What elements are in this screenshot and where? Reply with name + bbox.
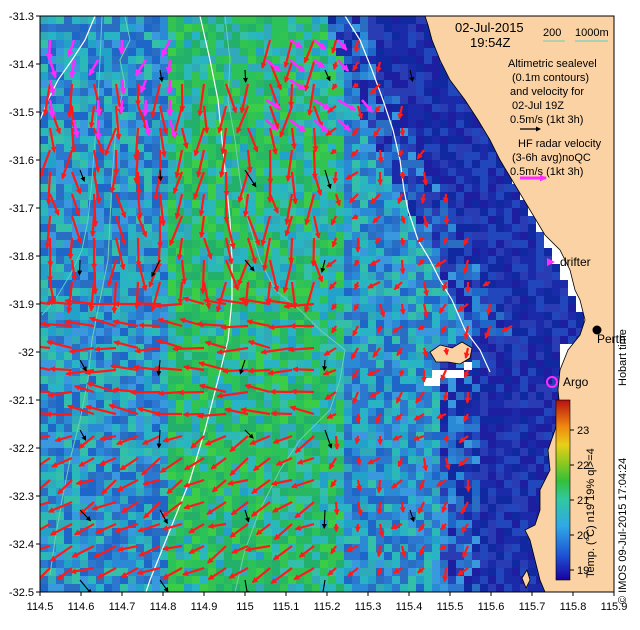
x-tick-label: 114.8 (150, 601, 177, 613)
colorbar-label: Temp. (°C) n19 19% ql>=4 (585, 448, 597, 578)
y-tick-label: -31.5 (9, 107, 34, 119)
radar-arrows-highlight (45, 38, 374, 141)
colorbar-tick-label: 22 (577, 460, 589, 472)
colorbar (555, 399, 571, 581)
altimetry-legend-2: (0.1m contours) (512, 72, 589, 84)
x-tick-label: 114.9 (191, 601, 218, 613)
colorbar-tick-label: 23 (577, 425, 589, 437)
drifter-marker-icon (547, 258, 555, 266)
hf-radar-arrows (40, 39, 513, 585)
perth-marker (592, 325, 602, 335)
colorbar-ticks: 19 20 21 22 23 (570, 425, 589, 577)
y-tick-label: -31.7 (9, 203, 34, 215)
land-garden-island (521, 569, 531, 589)
colorbar-tick-label: 21 (577, 495, 589, 507)
y-tick-label: -32.3 (9, 491, 34, 503)
x-tick-label: 114.6 (68, 601, 95, 613)
y-tick-label: -31.8 (9, 251, 34, 263)
y-tick-label: -31.6 (9, 155, 34, 167)
colorbar-tick-label: 20 (577, 530, 589, 542)
radar-legend-2: (3-6h avg)noQC (512, 152, 591, 164)
x-tick-label: 115.1 (273, 601, 300, 613)
x-tick-label: 115.5 (437, 601, 464, 613)
depth-contour-200-b (224, 16, 346, 592)
y-tick-label: -32.4 (9, 539, 34, 551)
x-tick-label: 115.2 (314, 601, 341, 613)
depth-contours (41, 16, 346, 592)
perth-label: Perth (597, 332, 626, 346)
x-tick-label: 114.7 (109, 601, 136, 613)
x-tick-label: 115.3 (355, 601, 382, 613)
y-tick-label: -32.5 (9, 587, 34, 599)
sealevel-contour-2 (145, 16, 233, 592)
y-tick-label: -32 (18, 347, 34, 359)
colorbar-tick-label: 19 (577, 565, 589, 577)
y-axis: -31.3 -31.4 -31.5 -31.6 -31.7 -31.8 -31.9 -32 -3… (9, 11, 40, 599)
imos-credit: © IMOS 09-Jul-2015 17:04:24 (617, 458, 629, 604)
drifter-label: drifter (560, 255, 591, 269)
depth-contour-1000 (41, 16, 103, 316)
x-axis: 114.5 114.6 114.7 114.8 114.9 115 115.1 115.2 11… (27, 592, 628, 613)
y-tick-label: -32.1 (9, 395, 34, 407)
land-rottnest-island (429, 341, 473, 365)
x-tick-label: 114.5 (27, 601, 54, 613)
x-tick-label: 115.4 (396, 601, 423, 613)
depth-contour-200-a (49, 16, 131, 576)
y-tick-label: -31.4 (9, 59, 34, 71)
x-tick-label: 115.6 (478, 601, 505, 613)
x-tick-label: 115.8 (560, 601, 587, 613)
y-tick-label: -31.3 (9, 11, 34, 23)
x-tick-label: 115.9 (601, 601, 628, 613)
map-date: 02-Jul-2015 (455, 20, 524, 35)
hobart-time-label: Hobart time (617, 329, 629, 386)
radar-legend-3: 0.5m/s (1kt 3h) (510, 166, 583, 178)
altimetry-arrows (77, 69, 415, 592)
map-time: 19:54Z (470, 35, 511, 50)
x-tick-label: 115 (236, 601, 254, 613)
sealevel-contour-3 (344, 16, 491, 373)
x-tick-label: 115.7 (519, 601, 546, 613)
argo-label: Argo (563, 375, 589, 389)
depth-1000-legend: 1000m (575, 27, 609, 39)
radar-legend-1: HF radar velocity (518, 138, 602, 150)
altimetry-legend-3: and velocity for (510, 86, 584, 98)
altimetry-legend-4: 02-Jul 19Z (512, 100, 564, 112)
altimetry-legend-5: 0.5m/s (1kt 3h) (510, 114, 583, 126)
altimetry-legend-1: Altimetric sealevel (508, 58, 597, 70)
argo-marker-icon (546, 376, 558, 388)
y-tick-label: -32.2 (9, 443, 34, 455)
depth-200-legend: 200 (543, 27, 561, 39)
y-tick-label: -31.9 (9, 299, 34, 311)
